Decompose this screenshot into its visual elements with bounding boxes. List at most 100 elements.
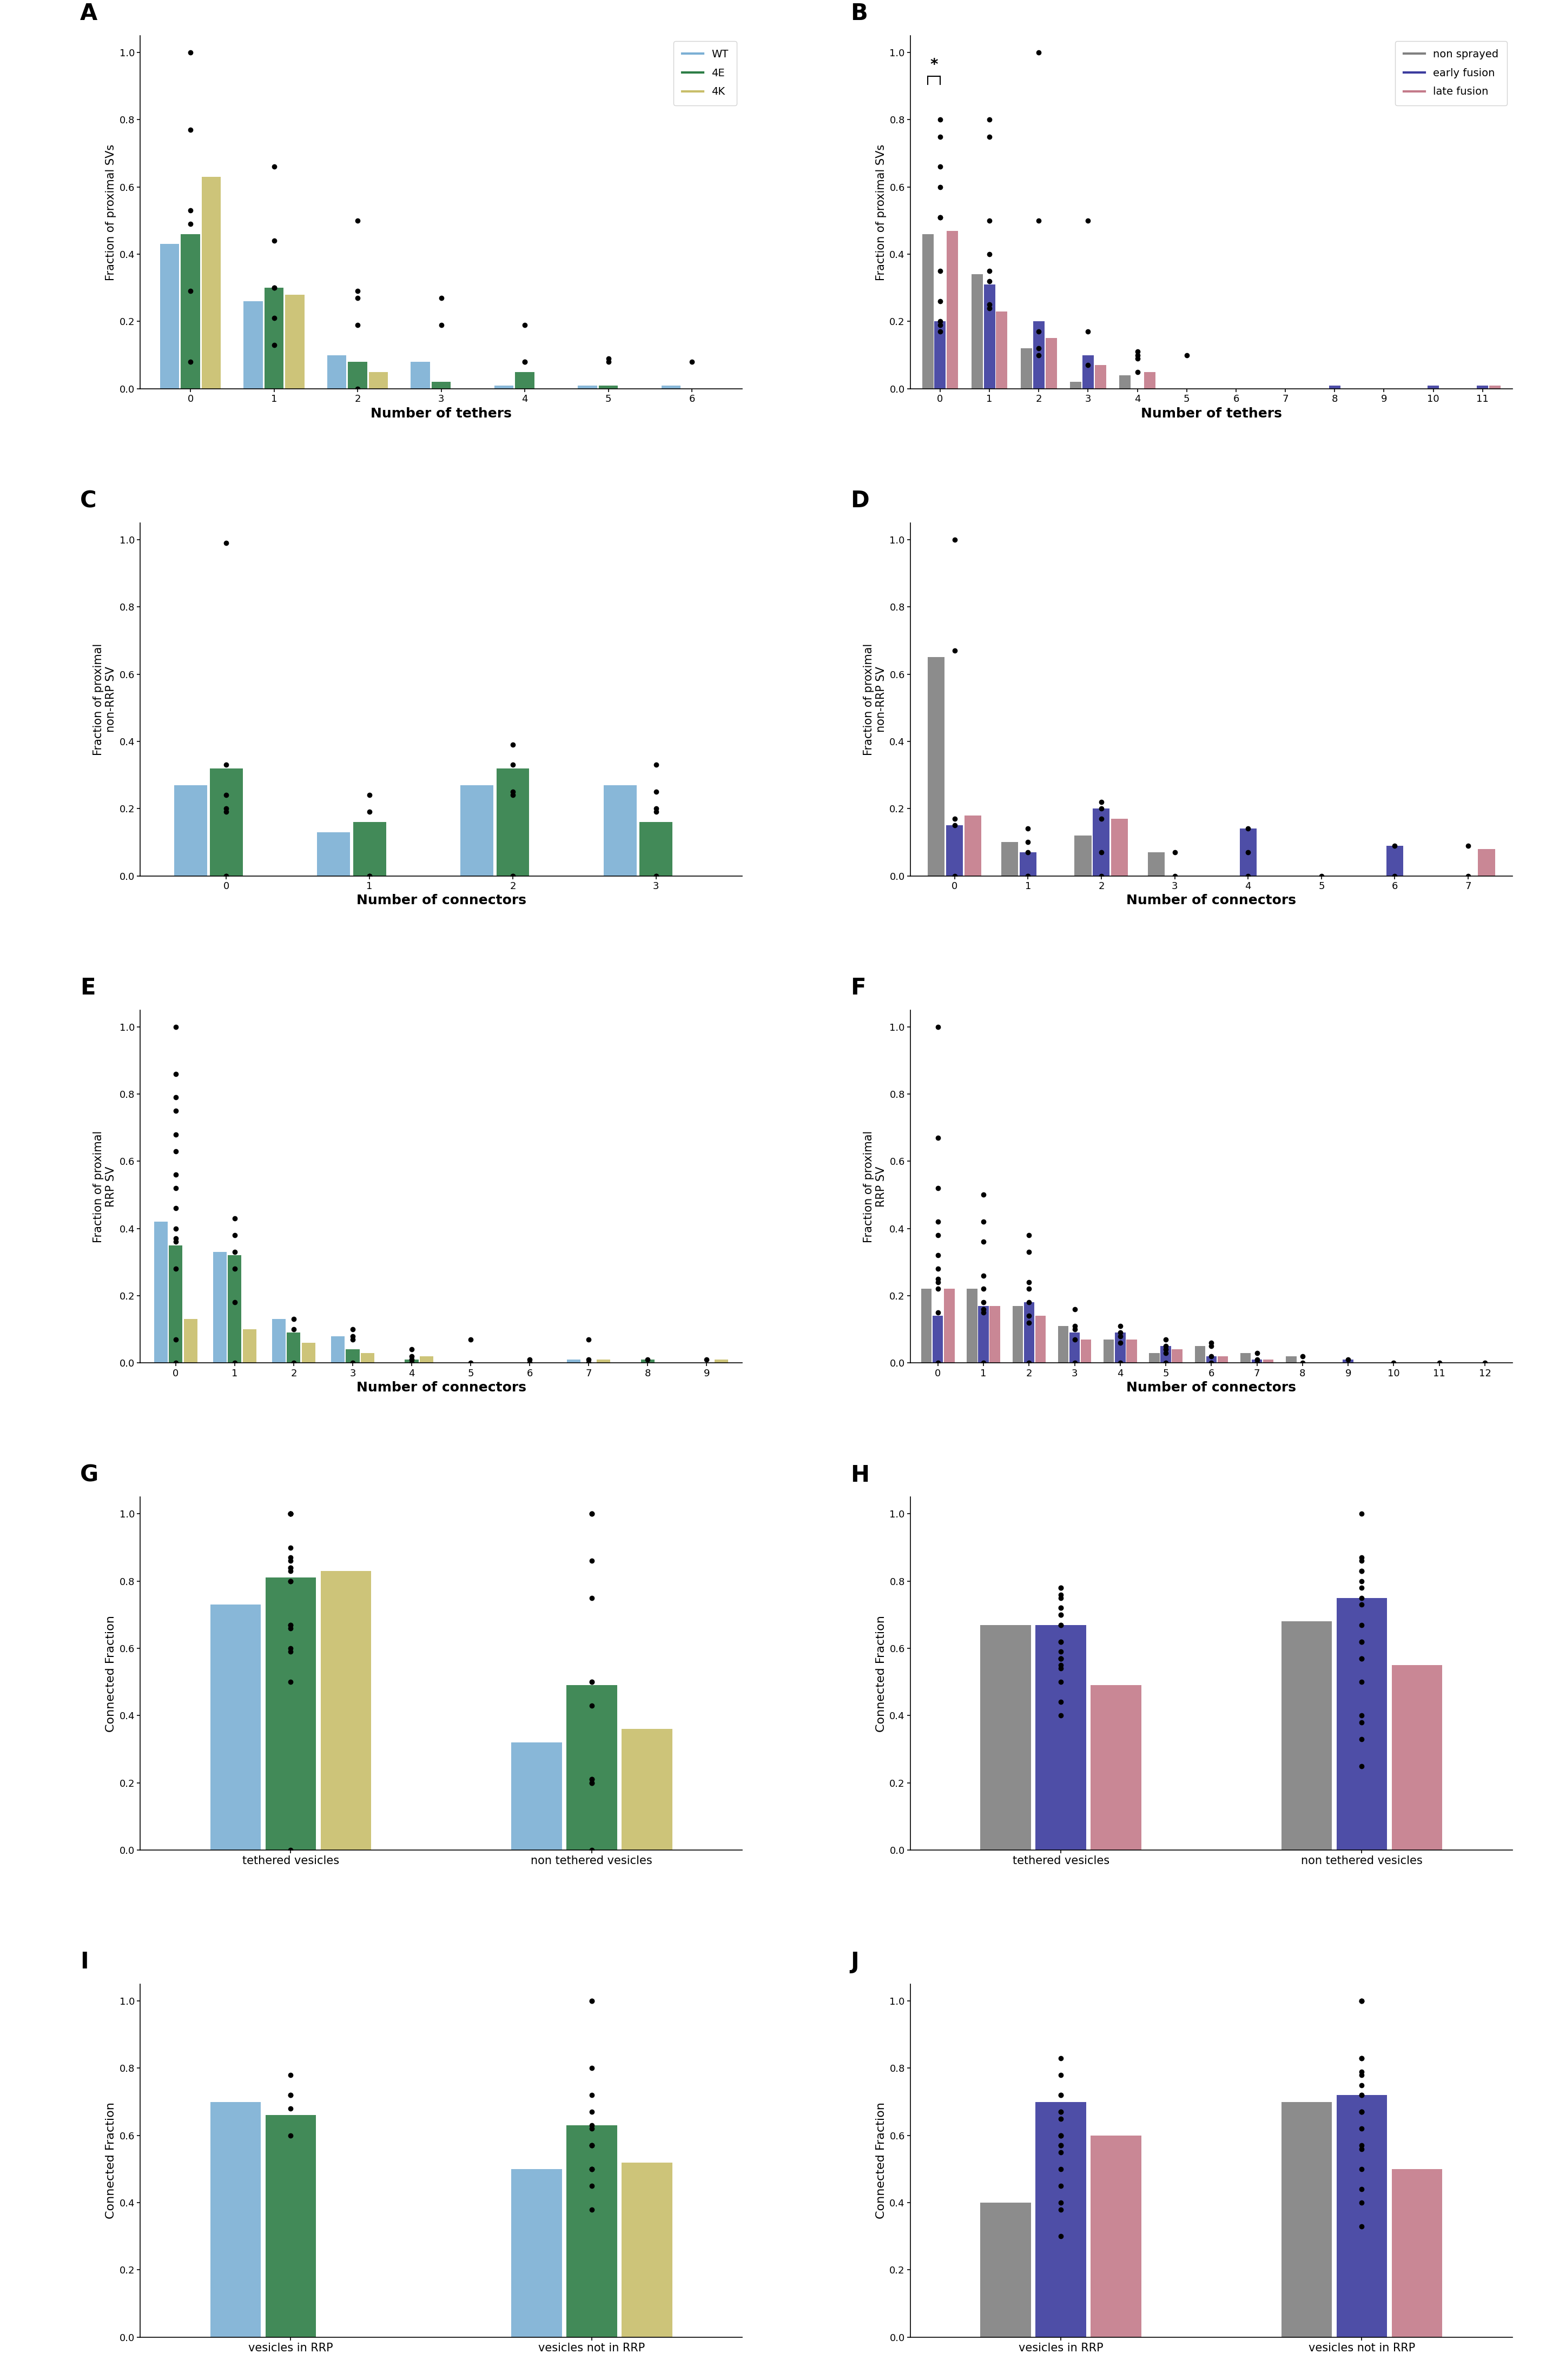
Text: J: J [850,1952,859,1973]
Legend: WT, 4E, 4K: WT, 4E, 4K [673,40,737,105]
Bar [1160,1347,1171,1364]
Text: F: F [850,976,865,1000]
Bar [1091,2135,1141,2337]
Bar [1104,1340,1115,1364]
Y-axis label: Connected Fraction: Connected Fraction [106,1616,117,1733]
Bar [967,1290,977,1364]
Bar [496,769,529,876]
Bar [1034,321,1045,388]
Y-axis label: Connected Fraction: Connected Fraction [876,2102,887,2218]
Bar [460,785,494,876]
Bar [984,286,995,388]
Bar [511,2168,561,2337]
Bar [348,362,368,388]
Bar [990,1307,999,1364]
Bar [1328,386,1341,388]
Y-axis label: Fraction of proximal
RRP SV: Fraction of proximal RRP SV [94,1130,117,1242]
Bar [265,288,284,388]
Bar [1074,835,1091,876]
X-axis label: Number of connectors: Number of connectors [357,1380,525,1395]
Bar [201,176,221,388]
Bar [265,1578,316,1849]
Bar [1252,1359,1263,1364]
Bar [321,1571,371,1849]
Bar [932,1316,943,1364]
Bar [243,302,263,388]
Text: G: G [80,1464,98,1487]
Bar [285,295,304,388]
Bar [1080,1340,1091,1364]
Bar [243,1330,256,1364]
Y-axis label: Connected Fraction: Connected Fraction [876,1616,887,1733]
Bar [981,1626,1030,1849]
X-axis label: Number of connectors: Number of connectors [1127,895,1296,907]
Bar [1024,1302,1034,1364]
Bar [1241,1352,1250,1364]
Text: D: D [850,490,868,512]
Bar [1478,850,1495,876]
Bar [661,386,681,388]
Bar [1172,1349,1182,1364]
Bar [603,785,636,876]
Bar [210,1604,260,1849]
Bar [1149,1352,1160,1364]
Bar [1207,1357,1216,1364]
X-axis label: Number of tethers: Number of tethers [371,407,511,419]
Bar [1489,386,1501,388]
Bar [273,1319,285,1364]
Bar [301,1342,315,1364]
Bar [622,1728,672,1849]
Bar [1035,2102,1087,2337]
Bar [210,2102,260,2337]
Bar [1112,819,1129,876]
Bar [410,362,430,388]
Bar [494,386,513,388]
Y-axis label: Fraction of proximal
non-RRP SV: Fraction of proximal non-RRP SV [94,643,117,754]
Bar [1218,1357,1228,1364]
Bar [1119,376,1130,388]
Bar [946,826,963,876]
Bar [214,1252,226,1364]
Bar [934,321,946,388]
Text: C: C [80,490,97,512]
Bar [599,386,617,388]
Bar [346,1349,360,1364]
Bar [977,1307,988,1364]
Bar [1144,371,1155,388]
Bar [1386,845,1403,876]
Bar [1392,1666,1442,1849]
Bar [1046,338,1057,388]
Bar [996,312,1007,388]
Bar [331,1335,345,1364]
Bar [287,1333,301,1364]
Bar [1082,355,1094,388]
Bar [1115,1333,1126,1364]
Bar [1126,1340,1137,1364]
Bar [316,833,351,876]
Bar [405,1359,418,1364]
Bar [1069,381,1082,388]
Bar [1035,1316,1046,1364]
Text: E: E [80,976,95,1000]
Bar [161,245,179,388]
Text: H: H [850,1464,870,1487]
Text: B: B [850,2,867,26]
Bar [639,821,672,876]
Bar [352,821,387,876]
Bar [184,1319,198,1364]
Bar [369,371,388,388]
Bar [1476,386,1489,388]
X-axis label: Number of connectors: Number of connectors [1127,1380,1296,1395]
Bar [921,233,934,388]
Bar [419,1357,433,1364]
Bar [981,2202,1030,2337]
Y-axis label: Connected Fraction: Connected Fraction [106,2102,117,2218]
Bar [1342,1359,1353,1364]
Bar [714,1359,728,1364]
Bar [1194,1347,1205,1364]
Bar [1239,828,1257,876]
Bar [946,231,959,388]
Bar [1094,364,1105,388]
Bar [622,2163,672,2337]
Bar [1001,843,1018,876]
